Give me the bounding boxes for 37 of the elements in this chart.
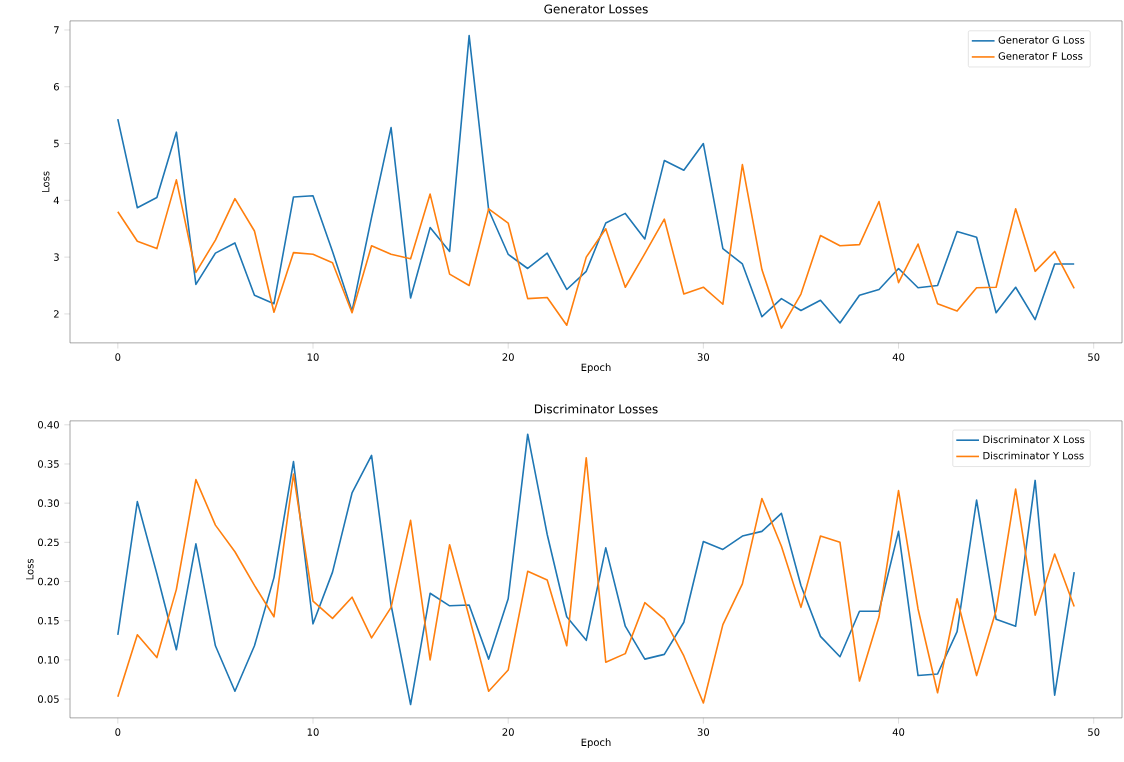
y-tick-label: 6 bbox=[53, 83, 59, 91]
legend-label: Discriminator Y Loss bbox=[983, 451, 1084, 460]
legend-label: Generator F Loss bbox=[998, 52, 1083, 60]
y-tick-label: 0.15 bbox=[38, 616, 59, 625]
chart-title: Discriminator Losses bbox=[534, 404, 658, 414]
y-tick-label: 0.40 bbox=[38, 421, 59, 429]
x-tick-label: 30 bbox=[697, 728, 710, 736]
x-tick-label: 20 bbox=[502, 353, 514, 361]
x-tick-label: 10 bbox=[307, 353, 319, 361]
y-tick-label: 0.35 bbox=[38, 460, 59, 468]
x-tick-label: 40 bbox=[892, 728, 905, 736]
y-tick-label: 0.25 bbox=[38, 538, 59, 547]
y-tick-label: 2 bbox=[53, 310, 59, 318]
x-tick-label: 0 bbox=[115, 353, 121, 361]
y-axis-title: Loss bbox=[26, 558, 34, 580]
y-tick-label: 4 bbox=[53, 196, 60, 205]
y-tick-label: 0.10 bbox=[38, 656, 59, 664]
x-tick-label: 30 bbox=[697, 353, 710, 361]
y-tick-label: 0.20 bbox=[38, 577, 59, 586]
x-axis-title: Epoch bbox=[581, 363, 611, 374]
legend-label: Generator G Loss bbox=[998, 36, 1085, 44]
legend-label: Discriminator X Loss bbox=[983, 435, 1085, 444]
chart-title: Generator Losses bbox=[544, 4, 648, 14]
x-tick-label: 20 bbox=[502, 728, 514, 736]
y-tick-label: 5 bbox=[54, 139, 59, 148]
x-tick-label: 10 bbox=[307, 728, 319, 736]
y-tick-label: 7 bbox=[54, 26, 59, 34]
y-tick-label: 3 bbox=[54, 253, 59, 261]
x-tick-label: 40 bbox=[892, 353, 905, 361]
y-axis-title: Loss bbox=[42, 171, 50, 192]
y-tick-label: 0.30 bbox=[38, 499, 59, 507]
x-tick-label: 0 bbox=[115, 728, 121, 736]
x-tick-label: 50 bbox=[1088, 728, 1100, 736]
line-series bbox=[117, 163, 1075, 329]
x-axis-title: Epoch bbox=[581, 738, 611, 749]
y-tick-label: 0.05 bbox=[38, 695, 59, 703]
x-tick-label: 50 bbox=[1088, 353, 1100, 361]
